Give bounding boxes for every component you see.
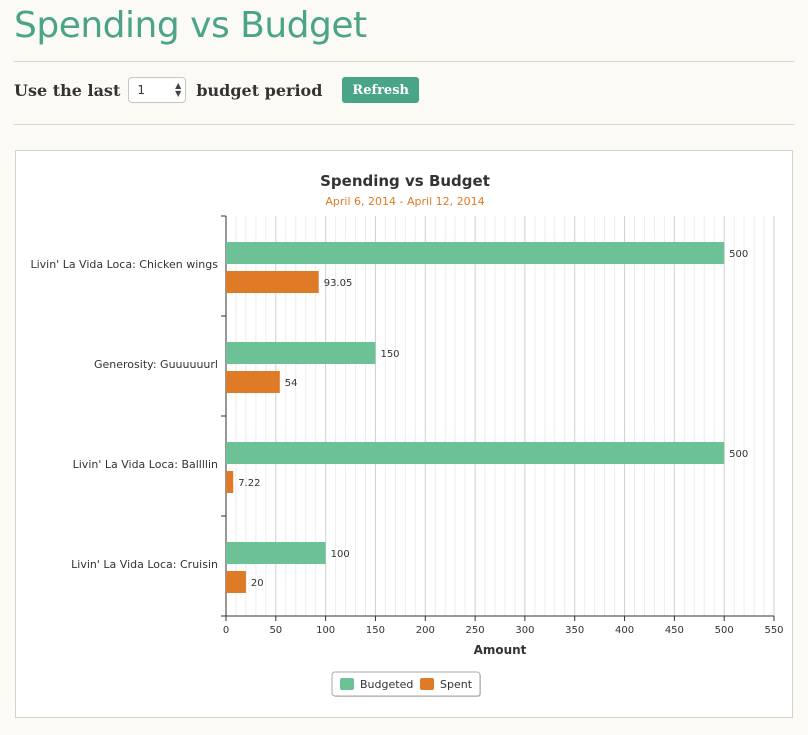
x-tick-label: 500 (715, 625, 734, 636)
category-label: Livin' La Vida Loca: Chicken wings (30, 258, 218, 271)
stepper-arrows-icon[interactable]: ▲ ▼ (175, 81, 182, 98)
x-tick-label: 100 (316, 625, 335, 636)
budgeted-bar (226, 542, 326, 564)
x-tick-label: 0 (223, 625, 229, 636)
x-tick-label: 150 (366, 625, 385, 636)
legend-box (331, 671, 481, 697)
page-title: Spending vs Budget (14, 5, 367, 46)
chart-subtitle: April 6, 2014 - April 12, 2014 (325, 195, 484, 208)
period-controls: Use the last 1 ▲ ▼ budget period Refresh (14, 74, 419, 106)
divider (14, 124, 794, 125)
spent-bar (226, 471, 234, 493)
x-tick-label: 300 (515, 625, 534, 636)
x-tick-label: 450 (665, 625, 684, 636)
category-label: Generosity: Guuuuuurl (94, 358, 218, 371)
x-axis-title: Amount (474, 643, 527, 657)
use-last-label: Use the last (14, 80, 121, 100)
chart-panel: Spending vs Budget April 6, 2014 - April … (15, 150, 793, 718)
budgeted-bar (226, 442, 725, 464)
spent-bar (226, 371, 280, 393)
data-label: 500 (729, 249, 748, 260)
budgeted-bar (226, 342, 376, 364)
x-tick-label: 200 (416, 625, 435, 636)
category-label: Livin' La Vida Loca: Ballllin (73, 458, 218, 471)
data-label: 150 (380, 349, 399, 360)
x-tick-label: 350 (565, 625, 584, 636)
period-stepper[interactable]: 1 ▲ ▼ (128, 77, 187, 103)
legend-swatch (420, 678, 434, 690)
budgeted-bar (226, 242, 725, 264)
data-label: 54 (285, 378, 298, 389)
legend-swatch (340, 678, 354, 690)
data-label: 500 (729, 449, 748, 460)
legend-label: Budgeted (360, 678, 413, 691)
spent-bar (226, 571, 246, 593)
data-label: 93.05 (324, 278, 353, 289)
x-tick-label: 550 (764, 625, 783, 636)
data-label: 100 (331, 549, 350, 560)
legend-label: Spent (440, 678, 473, 691)
x-tick-label: 250 (466, 625, 485, 636)
data-label: 7.22 (238, 478, 260, 489)
divider (14, 61, 794, 62)
spending-chart: Spending vs Budget April 6, 2014 - April … (30, 172, 784, 697)
spent-bar (226, 271, 319, 293)
period-value: 1 (137, 83, 145, 97)
refresh-button[interactable]: Refresh (342, 77, 419, 103)
budget-period-label: budget period (196, 80, 323, 100)
x-tick-label: 400 (615, 625, 634, 636)
x-tick-label: 50 (269, 625, 282, 636)
chart-title: Spending vs Budget (320, 172, 490, 190)
data-label: 20 (251, 578, 264, 589)
category-label: Livin' La Vida Loca: Cruisin (71, 558, 218, 571)
